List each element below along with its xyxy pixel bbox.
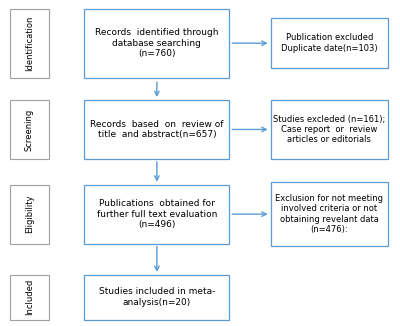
Text: Records  identified through
database searching
(n=760): Records identified through database sear… xyxy=(95,28,219,58)
Text: Records  based  on  review of
title  and abstract(n=657): Records based on review of title and abs… xyxy=(90,120,224,139)
Text: Included: Included xyxy=(25,279,34,315)
Text: Publications  obtained for
further full text evaluation
(n=496): Publications obtained for further full t… xyxy=(97,199,217,229)
FancyBboxPatch shape xyxy=(84,9,230,78)
Text: Studies included in meta-
analysis(n=20): Studies included in meta- analysis(n=20) xyxy=(99,288,215,307)
FancyBboxPatch shape xyxy=(10,275,49,319)
FancyBboxPatch shape xyxy=(10,100,49,159)
FancyBboxPatch shape xyxy=(84,185,230,244)
FancyBboxPatch shape xyxy=(270,100,388,159)
Text: Exclusion for not meeting
involved criteria or not
obtaining revelant data
(n=47: Exclusion for not meeting involved crite… xyxy=(275,194,383,234)
FancyBboxPatch shape xyxy=(10,9,49,78)
Text: Studies excleded (n=161);
Case report  or  review
articles or editorials: Studies excleded (n=161); Case report or… xyxy=(273,114,386,144)
Text: Identification: Identification xyxy=(25,16,34,71)
Text: Publication excluded
Duplicate date(n=103): Publication excluded Duplicate date(n=10… xyxy=(281,34,378,53)
FancyBboxPatch shape xyxy=(270,19,388,68)
FancyBboxPatch shape xyxy=(270,182,388,246)
FancyBboxPatch shape xyxy=(84,100,230,159)
FancyBboxPatch shape xyxy=(84,275,230,319)
Text: Eligibility: Eligibility xyxy=(25,195,34,233)
Text: Screening: Screening xyxy=(25,108,34,151)
FancyBboxPatch shape xyxy=(10,185,49,244)
